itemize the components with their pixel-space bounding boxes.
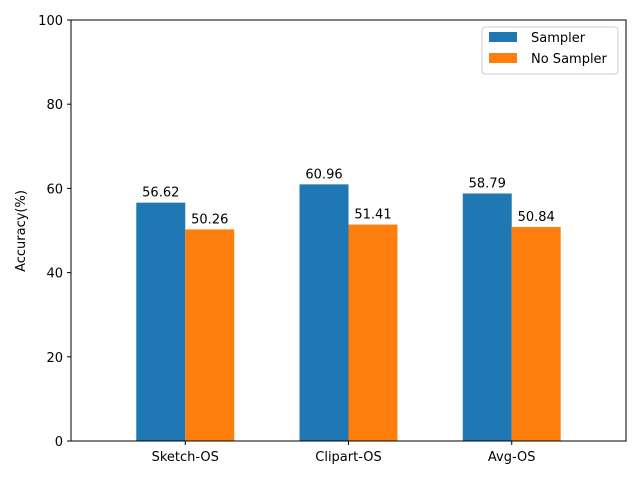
y-tick-label: 60	[46, 182, 63, 197]
data-label-no-sampler-2: 50.84	[518, 210, 555, 225]
data-label-no-sampler-1: 51.41	[354, 208, 391, 223]
data-label-sampler-2: 58.79	[469, 176, 506, 191]
legend-swatch-sampler	[489, 32, 517, 42]
y-tick-label: 80	[46, 98, 63, 113]
y-tick-label: 100	[38, 14, 63, 29]
y-axis-title: Accuracy(%)	[14, 190, 29, 272]
legend-label-no-sampler: No Sampler	[531, 52, 608, 67]
x-tick-label: Avg-OS	[488, 450, 536, 465]
x-tick-label: Clipart-OS	[315, 450, 382, 465]
legend: Sampler No Sampler	[481, 26, 619, 75]
legend-label-sampler: Sampler	[531, 31, 586, 46]
data-label-no-sampler-0: 50.26	[191, 212, 228, 227]
data-label-sampler-0: 56.62	[142, 186, 179, 201]
bar-sampler-0	[136, 202, 186, 441]
data-label-sampler-1: 60.96	[305, 167, 342, 182]
x-tick-label: Sketch-OS	[152, 450, 219, 465]
y-tick-label: 40	[46, 267, 63, 282]
bar-no-sampler-2	[511, 226, 561, 441]
bar-no-sampler-0	[185, 229, 235, 441]
bar-sampler-2	[462, 193, 512, 441]
y-tick-label: 20	[46, 351, 63, 366]
bar-no-sampler-1	[348, 224, 398, 441]
bar-sampler-1	[299, 184, 349, 441]
legend-swatch-no-sampler	[489, 53, 517, 63]
y-tick-label: 0	[55, 435, 63, 450]
